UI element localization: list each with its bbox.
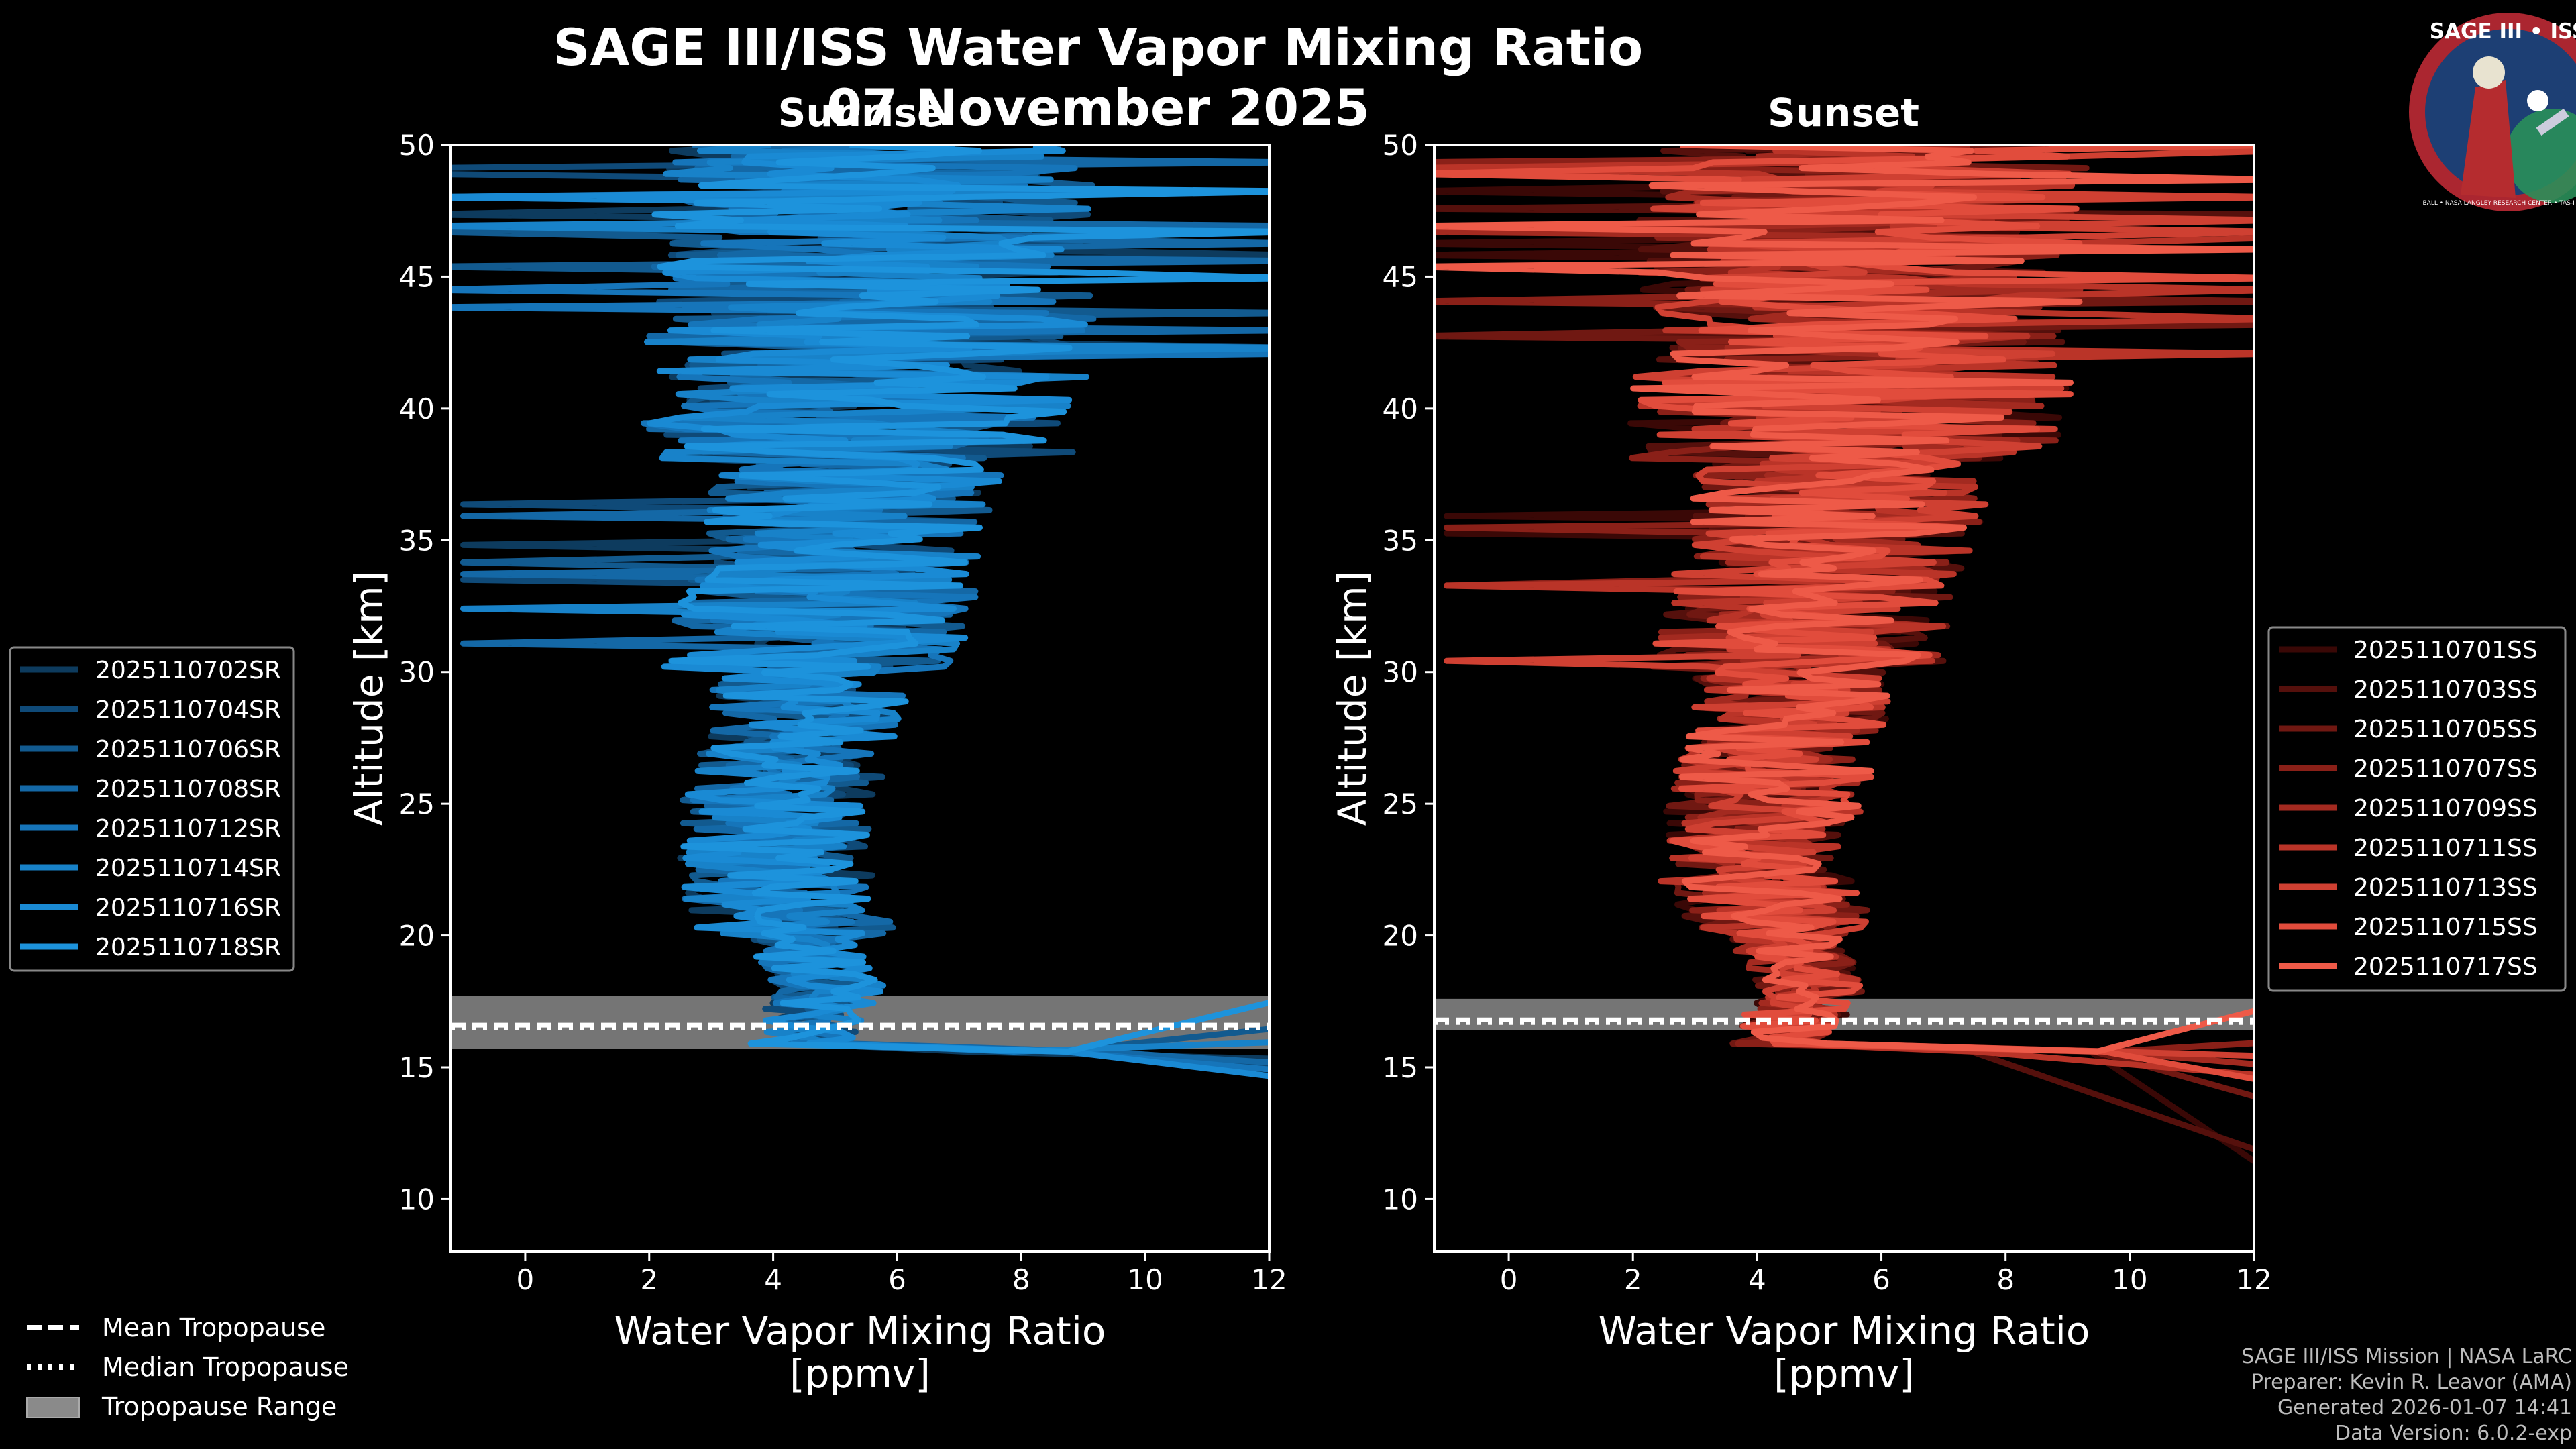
sunset-panel: 0 2 4 6 8 10 12 10 15 20 25 30 35 40 45 50 Water Vapor M… xyxy=(1330,129,2272,1397)
sunset-xlabel: Water Vapor Mixing Ratio xyxy=(1599,1308,2090,1354)
sunrise-panel: 0 2 4 6 8 10 12 10 15 20 25 30 35 40 45 50 Water Vapor M… xyxy=(346,129,1287,1397)
sunset-ytick-label: 30 xyxy=(1383,656,1418,689)
sunset-xtick-label: 4 xyxy=(1748,1263,1766,1296)
profile-2025110718SR xyxy=(651,145,1269,1055)
logo-station-icon xyxy=(2536,108,2569,136)
legend-label-2025110718SR: 2025110718SR xyxy=(95,934,281,961)
sunset-ylabel: Altitude [km] xyxy=(1330,571,1375,826)
credits-version: Data Version: 6.0.2-exp xyxy=(2334,1421,2572,1445)
sunset-xtick-label: 8 xyxy=(1996,1263,2015,1296)
tropopause-range-swatch xyxy=(26,1397,80,1418)
sunset-xlabel-unit: [ppmv] xyxy=(1774,1351,1915,1397)
legend-label-2025110715SS: 2025110715SS xyxy=(2353,914,2538,941)
logo-earth-icon xyxy=(2506,109,2576,203)
credits: SAGE III/ISS Mission | NASA LaRC Prepare… xyxy=(2241,1344,2572,1446)
sunrise-xtick-label: 10 xyxy=(1127,1263,1163,1296)
sunrise-xtick-label: 8 xyxy=(1012,1263,1030,1296)
sunset-ytick-label: 20 xyxy=(1383,920,1418,953)
sunrise-xtick-label: 2 xyxy=(640,1263,658,1296)
sunset-ytick-label: 10 xyxy=(1383,1183,1418,1216)
legend-label-2025110717SS: 2025110717SS xyxy=(2353,953,2538,981)
sunrise-axes-frame xyxy=(449,144,1271,1253)
sunset-ytick-label: 25 xyxy=(1383,788,1418,820)
sunrise-ytick-label: 30 xyxy=(399,656,435,689)
sunset-ytick-label: 15 xyxy=(1383,1051,1418,1084)
logo-sage-figure-icon xyxy=(2461,80,2516,198)
tropopause-legend: Mean Tropopause Median Tropopause Tropop… xyxy=(26,1313,349,1421)
sunset-legend-frame xyxy=(2267,626,2567,992)
profile-2025110716SR xyxy=(451,145,1269,1079)
sunrise-ytick-label: 35 xyxy=(399,524,435,557)
logo-title: SAGE III • ISS xyxy=(2430,19,2576,44)
profile-2025110717SS xyxy=(1434,145,2254,1055)
sunrise-ytick-label: 50 xyxy=(399,129,435,162)
legend-label-2025110713SS: 2025110713SS xyxy=(2353,874,2538,902)
sunrise-ytick-label: 10 xyxy=(399,1183,435,1216)
sunrise-xlabel: Water Vapor Mixing Ratio xyxy=(614,1308,1106,1354)
sunset-plot-area xyxy=(1434,145,2254,1165)
legend-label-2025110707SS: 2025110707SS xyxy=(2353,755,2538,783)
sunset-panel-title: Sunset xyxy=(1768,90,1919,136)
sunset-xtick-label: 10 xyxy=(2112,1263,2147,1296)
legend-label-2025110716SR: 2025110716SR xyxy=(95,894,281,922)
sunrise-ytick-label: 25 xyxy=(399,788,435,820)
legend-label-2025110709SS: 2025110709SS xyxy=(2353,795,2538,822)
sunset-ytick-label: 35 xyxy=(1383,524,1418,557)
legend-label-2025110712SR: 2025110712SR xyxy=(95,815,281,843)
credits-mission: SAGE III/ISS Mission | NASA LaRC xyxy=(2241,1345,2572,1368)
sunset-xtick-label: 6 xyxy=(1872,1263,1890,1296)
sunrise-ytick-label: 15 xyxy=(399,1051,435,1084)
sunset-xtick-label: 0 xyxy=(1500,1263,1518,1296)
tropopause-range-label: Tropopause Range xyxy=(101,1392,337,1421)
legend-label-2025110714SR: 2025110714SR xyxy=(95,855,281,882)
logo-tagline: BALL • NASA LANGLEY RESEARCH CENTER • TA… xyxy=(2422,200,2576,207)
sunset-ytick-label: 45 xyxy=(1383,260,1418,293)
sunrise-xtick-label: 0 xyxy=(517,1263,535,1296)
logo-face-icon xyxy=(2473,56,2505,89)
legend-label-2025110705SS: 2025110705SS xyxy=(2353,716,2538,743)
sunset-ytick-label: 50 xyxy=(1383,129,1418,162)
logo-sun-icon xyxy=(2527,90,2548,111)
legend-label-2025110701SS: 2025110701SS xyxy=(2353,637,2538,664)
credits-preparer: Preparer: Kevin R. Leavor (AMA) xyxy=(2251,1371,2572,1394)
sunrise-xtick-label: 12 xyxy=(1251,1263,1287,1296)
credits-generated: Generated 2026-01-07 14:41 xyxy=(2277,1396,2572,1419)
sunrise-xtick-label: 4 xyxy=(764,1263,782,1296)
sunset-xtick-label: 2 xyxy=(1624,1263,1642,1296)
sunrise-panel-title: Sunrise xyxy=(778,90,944,136)
sunrise-ylabel: Altitude [km] xyxy=(346,571,392,826)
legend-label-2025110708SR: 2025110708SR xyxy=(95,775,281,803)
sunrise-xtick-label: 6 xyxy=(888,1263,906,1296)
legend-label-2025110702SR: 2025110702SR xyxy=(95,657,281,684)
figure-title: SAGE III/ISS Water Vapor Mixing Ratio xyxy=(553,17,1644,77)
sunrise-legend-frame xyxy=(9,646,295,972)
sunrise-xlabel-unit: [ppmv] xyxy=(790,1351,930,1397)
sunset-xtick-label: 12 xyxy=(2236,1263,2271,1296)
median-tropopause-label: Median Tropopause xyxy=(102,1352,349,1382)
sunset-legend: 2025110701SS 2025110703SS 2025110705SS 2025… xyxy=(2267,626,2567,992)
legend-label-2025110703SS: 2025110703SS xyxy=(2353,676,2538,704)
sage-mission-logo: SAGE III • ISS BALL • NASA LANGLEY RESEA… xyxy=(2409,13,2576,211)
sunrise-ytick-label: 20 xyxy=(399,920,435,953)
date-title: 07 November 2025 xyxy=(826,78,1370,138)
sunrise-ytick-label: 45 xyxy=(399,260,435,293)
sunrise-legend: 2025110702SR 2025110704SR 2025110706SR 2025… xyxy=(9,646,295,972)
legend-label-2025110706SR: 2025110706SR xyxy=(95,736,281,763)
sunset-ytick-label: 40 xyxy=(1383,392,1418,425)
legend-label-2025110711SS: 2025110711SS xyxy=(2353,835,2538,862)
sunrise-ytick-label: 40 xyxy=(399,392,435,425)
sunset-axes-frame xyxy=(1433,144,2255,1253)
legend-label-2025110704SR: 2025110704SR xyxy=(95,696,281,724)
mean-tropopause-label: Mean Tropopause xyxy=(102,1313,325,1342)
sunrise-plot-area xyxy=(451,145,1269,1079)
